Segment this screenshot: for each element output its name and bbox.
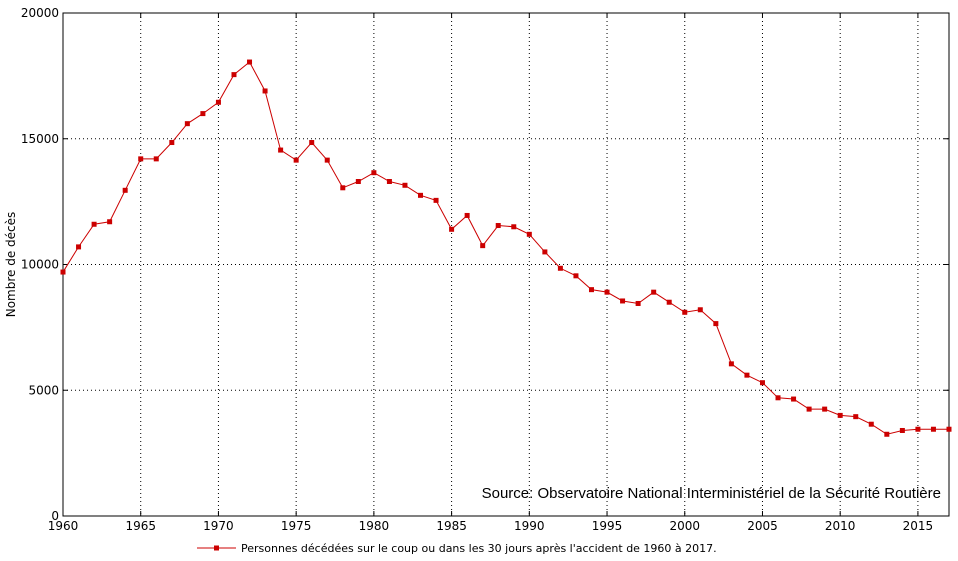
- y-axis-label: Nombre de décès: [4, 212, 18, 318]
- x-tick-label: 1985: [436, 519, 467, 533]
- source-note: Source: Observatoire National Interminis…: [482, 485, 941, 502]
- data-point: [184, 121, 190, 127]
- data-point: [278, 147, 284, 153]
- data-point: [915, 426, 921, 432]
- data-point: [153, 156, 159, 162]
- data-point: [791, 396, 797, 402]
- data-point: [620, 298, 626, 304]
- x-tick-label: 1965: [125, 519, 156, 533]
- data-point: [122, 187, 128, 193]
- data-point: [557, 265, 563, 271]
- data-point: [573, 273, 579, 279]
- data-point: [853, 414, 859, 420]
- series-layer: [60, 59, 952, 437]
- data-point: [495, 223, 501, 229]
- data-point: [402, 182, 408, 188]
- legend-label: Personnes décédées sur le coup ou dans l…: [241, 542, 717, 555]
- data-point: [293, 157, 299, 163]
- data-point: [76, 244, 82, 250]
- data-point: [682, 309, 688, 315]
- data-point: [262, 88, 268, 94]
- data-point: [604, 289, 610, 295]
- data-point: [713, 321, 719, 327]
- data-point: [215, 99, 221, 105]
- y-tick-label: 15000: [21, 132, 59, 146]
- data-point: [200, 111, 206, 117]
- data-point: [728, 361, 734, 367]
- data-point: [806, 406, 812, 412]
- x-tick-label: 1980: [359, 519, 390, 533]
- data-point: [324, 157, 330, 163]
- y-tick-label: 5000: [28, 383, 59, 397]
- data-point: [340, 185, 346, 191]
- legend-marker-swatch: [214, 545, 219, 551]
- data-point: [930, 426, 936, 432]
- x-tick-label: 1995: [592, 519, 623, 533]
- data-point: [464, 212, 470, 218]
- data-point: [868, 421, 874, 427]
- data-point: [91, 221, 97, 227]
- x-tick-label: 1960: [48, 519, 79, 533]
- data-point: [697, 307, 703, 313]
- x-tick-label: 1970: [203, 519, 234, 533]
- data-point: [355, 179, 361, 185]
- x-tick-label: 2015: [903, 519, 934, 533]
- data-point: [759, 380, 765, 386]
- data-point: [231, 72, 237, 78]
- data-point: [635, 300, 641, 306]
- y-tick-label: 20000: [21, 6, 59, 20]
- data-point: [138, 156, 144, 162]
- data-point: [511, 224, 517, 230]
- data-point: [899, 427, 905, 433]
- data-point: [309, 140, 315, 146]
- data-point: [542, 249, 548, 255]
- data-point: [247, 59, 253, 65]
- x-axis: 1960 1965 1970 1975 1980 1985 1990 1995 2000 2005…: [48, 13, 933, 533]
- data-point: [744, 372, 750, 378]
- data-point: [371, 170, 377, 176]
- data-point: [884, 431, 890, 437]
- data-point: [837, 412, 843, 418]
- x-tick-label: 2000: [669, 519, 700, 533]
- data-point: [386, 179, 392, 185]
- data-point: [480, 243, 486, 249]
- y-tick-label: 10000: [21, 258, 59, 272]
- grid-lines: [63, 13, 949, 516]
- data-point: [946, 426, 952, 432]
- data-point: [449, 226, 455, 232]
- data-point: [651, 289, 657, 295]
- data-point: [60, 269, 66, 275]
- y-tick-label: 0: [51, 509, 59, 523]
- data-point: [526, 231, 532, 237]
- data-point: [107, 219, 113, 225]
- data-point: [588, 287, 594, 293]
- data-point: [418, 192, 424, 198]
- x-tick-label: 2010: [825, 519, 856, 533]
- series-line: [62, 61, 949, 435]
- data-point: [169, 140, 175, 146]
- data-point: [433, 197, 439, 203]
- legend: Personnes décédées sur le coup ou dans l…: [197, 542, 717, 555]
- data-point: [666, 299, 672, 305]
- data-point: [775, 395, 781, 401]
- x-tick-label: 1975: [281, 519, 312, 533]
- data-point: [822, 406, 828, 412]
- y-axis: 0 5000 10000 15000 20000: [21, 6, 949, 523]
- x-tick-label: 2005: [747, 519, 778, 533]
- x-tick-label: 1990: [514, 519, 545, 533]
